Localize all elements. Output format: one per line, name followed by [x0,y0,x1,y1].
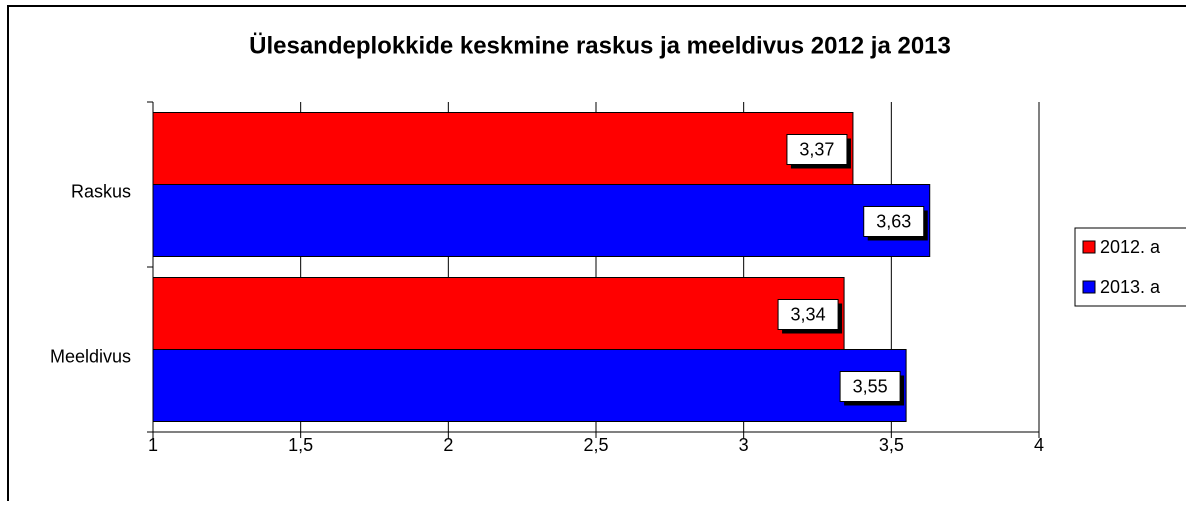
x-tick-label: 3,5 [879,435,904,455]
label-box [777,299,839,330]
x-tick-label: 2 [443,435,453,455]
x-tick-label: 3 [739,435,749,455]
bar [152,184,931,257]
bar [152,349,907,422]
legend-label: 2012. a [1100,237,1161,257]
bar [152,277,845,350]
label-box [839,371,901,402]
y-tick-label: Raskus [71,181,131,201]
data-label: 3,55 [853,376,888,396]
data-label: 3,63 [876,211,911,231]
x-tick-label: 4 [1034,435,1044,455]
bar [152,112,854,185]
legend-swatch [1082,240,1096,254]
x-tick-label: 1 [148,435,158,455]
legend-swatch [1082,280,1096,294]
label-box [786,134,848,165]
data-label: 3,37 [799,139,834,159]
legend-label: 2013. a [1100,277,1161,297]
y-tick-label: Meeldivus [50,346,131,366]
label-box [863,206,925,237]
chart-title: Ülesandeplokkide keskmine raskus ja meel… [249,32,951,59]
x-tick-label: 2,5 [583,435,608,455]
data-label: 3,34 [791,304,826,324]
x-tick-label: 1,5 [288,435,313,455]
